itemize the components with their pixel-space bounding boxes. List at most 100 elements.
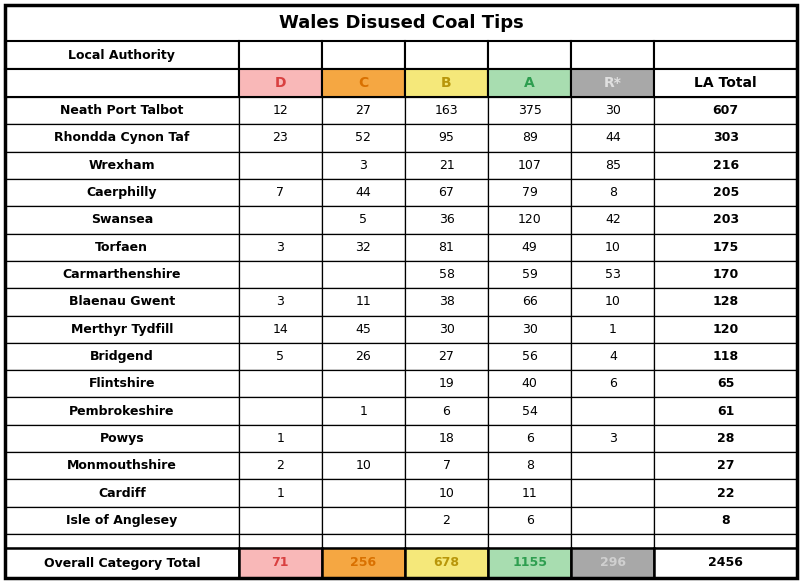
Bar [405, 124, 488, 152]
Text: 120: 120 [713, 322, 739, 336]
Bar [5, 343, 239, 370]
Bar [405, 261, 488, 288]
Bar [571, 425, 654, 452]
Bar [239, 97, 322, 124]
Bar [5, 398, 239, 425]
Text: 6: 6 [526, 432, 533, 445]
Bar [654, 152, 797, 179]
Text: Torfaen: Torfaen [95, 241, 148, 254]
Bar [322, 534, 405, 548]
Bar [488, 179, 571, 206]
Text: 163: 163 [435, 104, 459, 117]
Bar [5, 41, 239, 69]
Bar [322, 479, 405, 507]
Bar [654, 124, 797, 152]
Bar [405, 452, 488, 479]
Text: 1: 1 [276, 487, 284, 500]
Bar [654, 398, 797, 425]
Bar [654, 315, 797, 343]
Text: 81: 81 [439, 241, 455, 254]
Text: C: C [358, 76, 368, 90]
Text: 30: 30 [605, 104, 621, 117]
Bar [571, 479, 654, 507]
Bar [322, 261, 405, 288]
Bar [405, 425, 488, 452]
Text: 11: 11 [355, 296, 371, 308]
Bar [239, 507, 322, 534]
Bar [239, 398, 322, 425]
Bar [571, 288, 654, 315]
Bar [488, 124, 571, 152]
Text: Rhondda Cynon Taf: Rhondda Cynon Taf [54, 132, 189, 145]
Bar [322, 179, 405, 206]
Bar [322, 507, 405, 534]
Bar [239, 315, 322, 343]
Text: 32: 32 [355, 241, 371, 254]
Bar [405, 234, 488, 261]
Text: Cardiff: Cardiff [98, 487, 146, 500]
Text: 6: 6 [526, 514, 533, 527]
Bar [405, 315, 488, 343]
Bar [322, 288, 405, 315]
Text: 678: 678 [434, 557, 460, 570]
Text: 42: 42 [605, 213, 621, 226]
Text: 296: 296 [600, 557, 626, 570]
Bar [322, 234, 405, 261]
Bar [5, 507, 239, 534]
Bar [488, 206, 571, 234]
Text: 2: 2 [443, 514, 451, 527]
Bar [405, 370, 488, 398]
Bar [322, 206, 405, 234]
Text: Swansea: Swansea [91, 213, 153, 226]
Text: 44: 44 [605, 132, 621, 145]
Bar [322, 97, 405, 124]
Text: 375: 375 [518, 104, 541, 117]
Text: 66: 66 [522, 296, 537, 308]
Text: 28: 28 [717, 432, 735, 445]
Bar [405, 152, 488, 179]
Text: 40: 40 [522, 377, 537, 390]
Bar [571, 97, 654, 124]
Bar [239, 69, 322, 97]
Bar [654, 452, 797, 479]
Bar [322, 343, 405, 370]
Bar [654, 425, 797, 452]
Bar [488, 97, 571, 124]
Bar [5, 206, 239, 234]
Bar [239, 425, 322, 452]
Text: Powys: Powys [99, 432, 144, 445]
Text: 1: 1 [276, 432, 284, 445]
Bar [5, 5, 797, 41]
Bar [571, 206, 654, 234]
Bar [405, 507, 488, 534]
Text: Isle of Anglesey: Isle of Anglesey [67, 514, 177, 527]
Text: 120: 120 [518, 213, 541, 226]
Bar [654, 534, 797, 548]
Bar [488, 288, 571, 315]
Text: 256: 256 [350, 557, 376, 570]
Bar [571, 152, 654, 179]
Bar [239, 548, 322, 578]
Bar [5, 69, 239, 97]
Bar [405, 479, 488, 507]
Bar [5, 288, 239, 315]
Text: 8: 8 [609, 186, 617, 199]
Bar [5, 124, 239, 152]
Bar [405, 69, 488, 97]
Text: 27: 27 [717, 459, 735, 472]
Bar [571, 452, 654, 479]
Bar [488, 548, 571, 578]
Bar [5, 479, 239, 507]
Text: Monmouthshire: Monmouthshire [67, 459, 176, 472]
Text: 8: 8 [722, 514, 730, 527]
Text: 4: 4 [609, 350, 617, 363]
Text: 44: 44 [355, 186, 371, 199]
Bar [239, 288, 322, 315]
Bar [571, 41, 654, 69]
Bar [488, 343, 571, 370]
Bar [488, 398, 571, 425]
Text: 22: 22 [717, 487, 735, 500]
Text: 19: 19 [439, 377, 455, 390]
Bar [571, 534, 654, 548]
Bar [405, 179, 488, 206]
